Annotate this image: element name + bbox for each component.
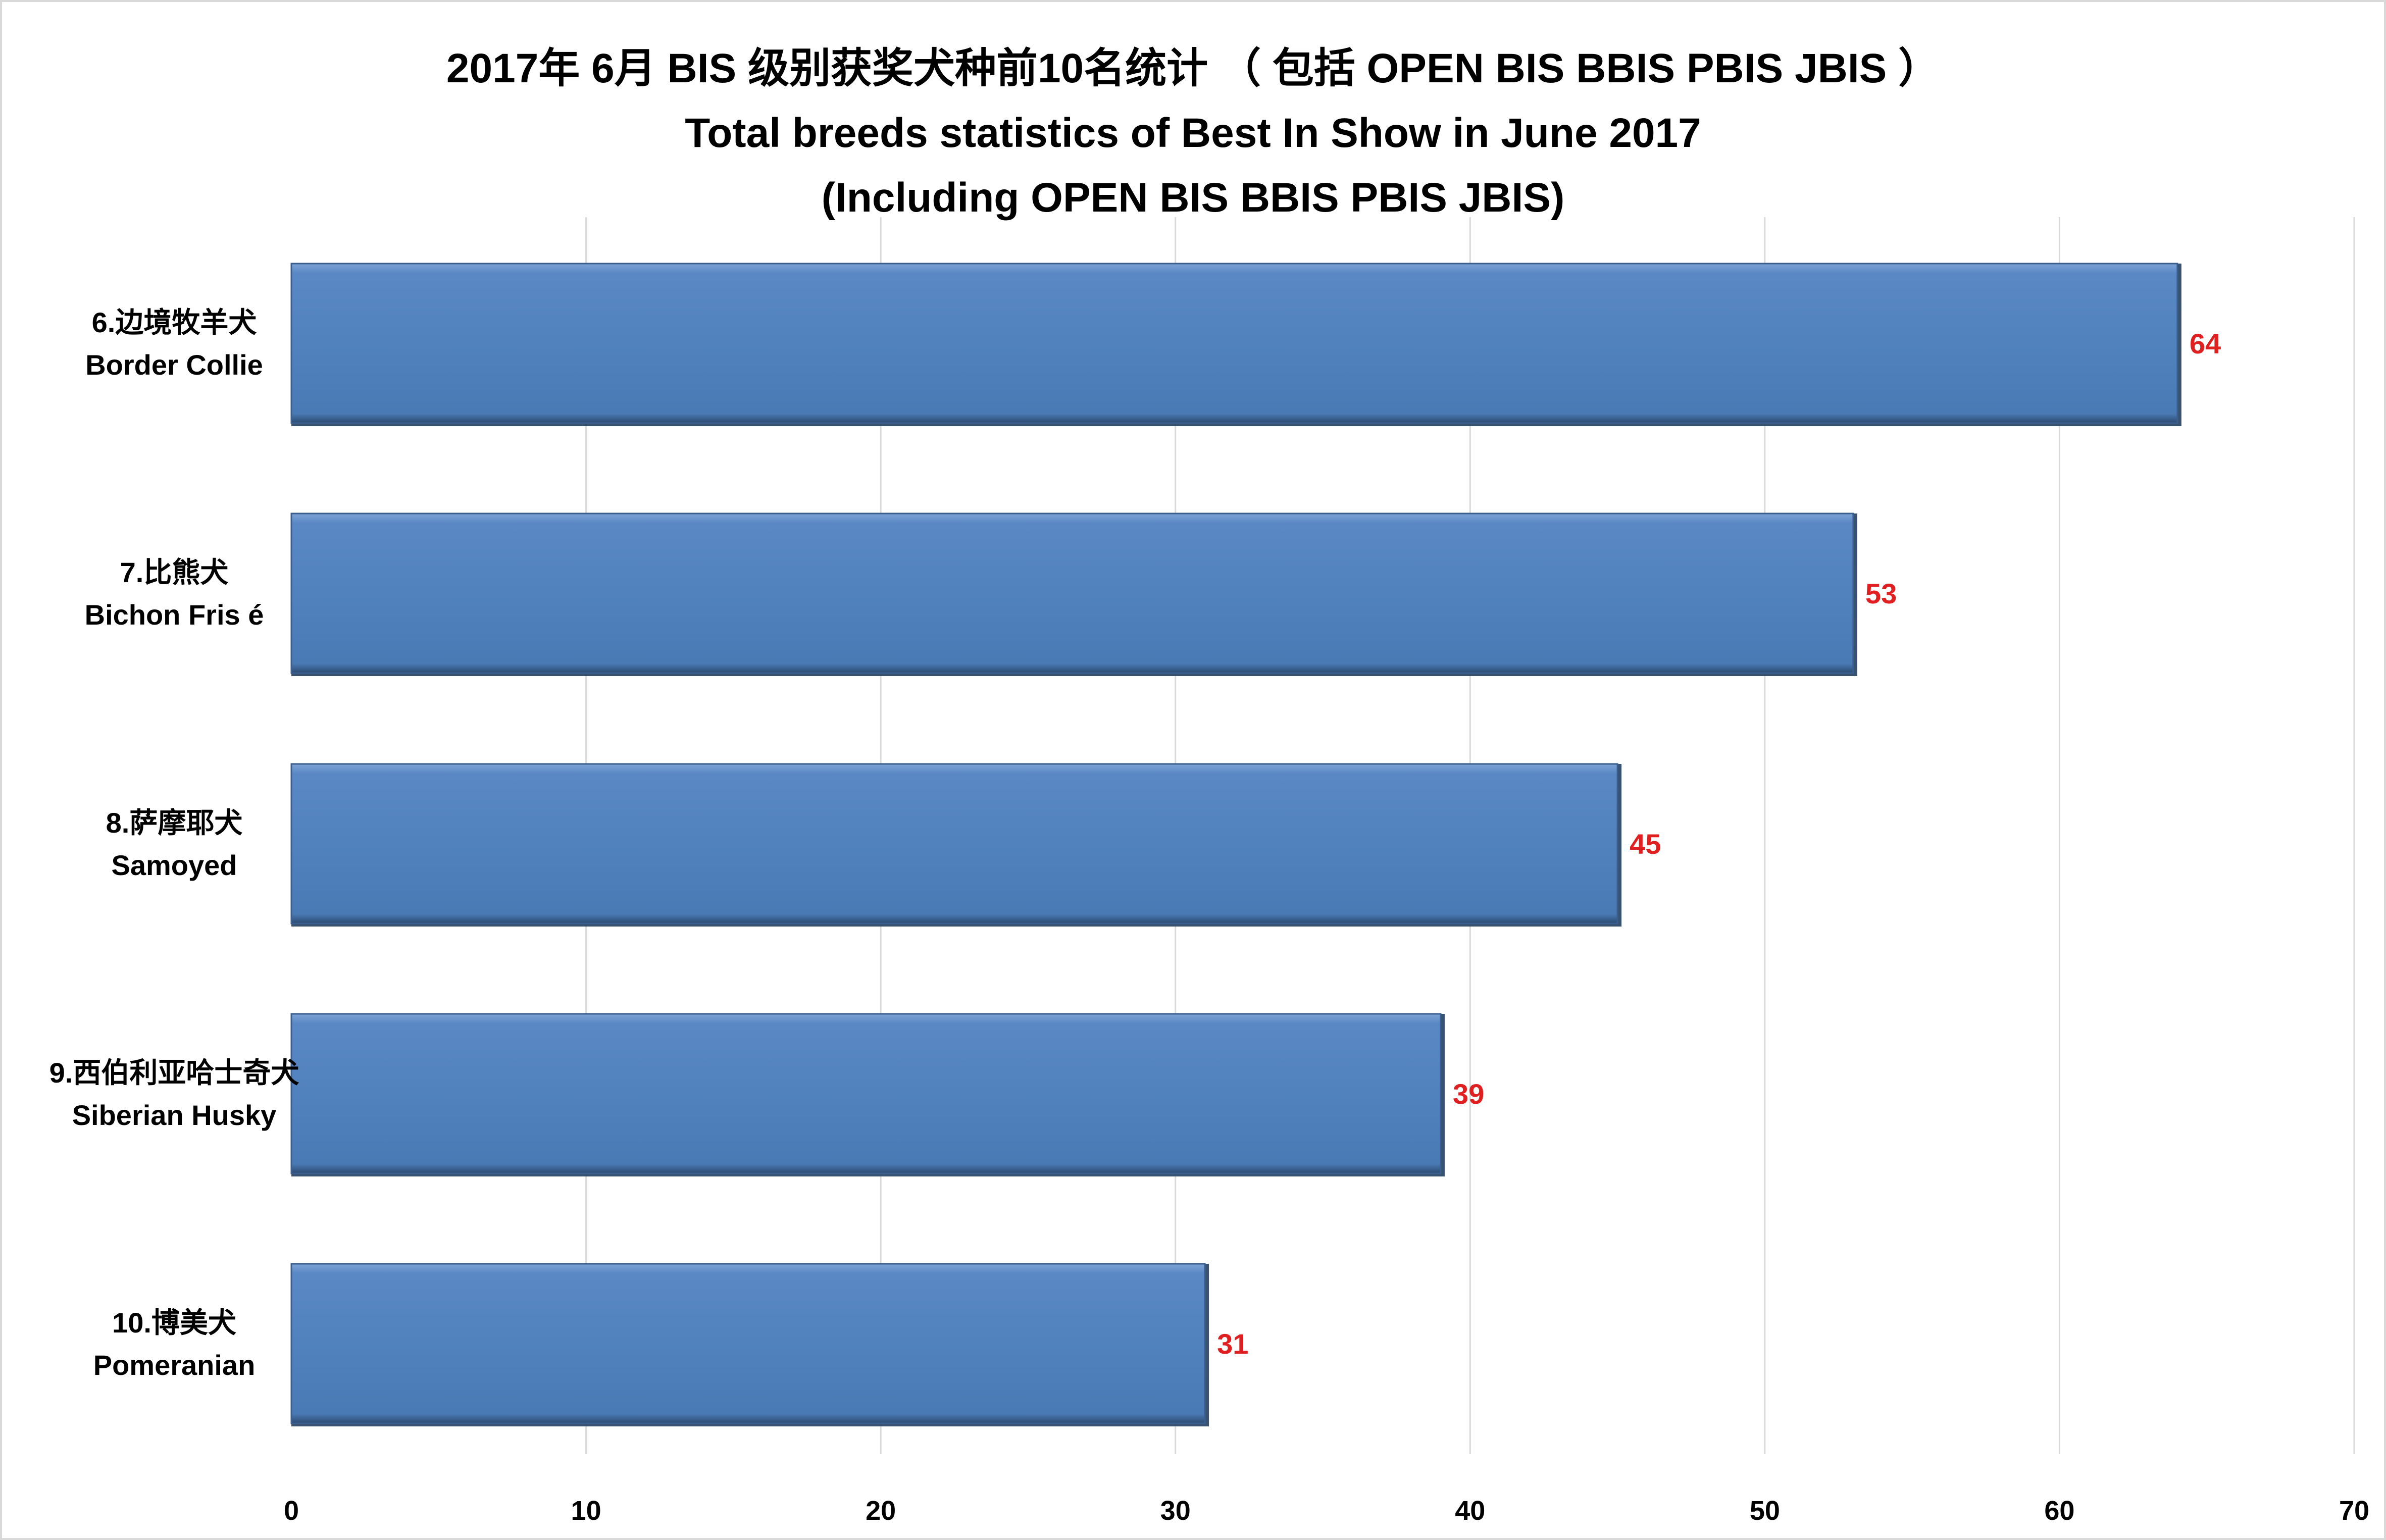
x-tick-label: 0 [284,1496,299,1526]
category-labels: 6.边境牧羊犬 Border Collie 7.比熊犬 Bichon Fris é 8.… [49,306,299,1381]
data-label: 45 [1630,828,1661,860]
bar [290,1013,1442,1174]
x-tick-label: 10 [571,1496,601,1526]
category-label: 7.比熊犬 [120,556,229,588]
category-label: Samoyed [112,849,237,881]
x-tick-label: 20 [866,1496,896,1526]
chart-title-line-1: 2017年 6月 BIS 级别获奖犬种前10名统计 （ 包括 OPEN BIS … [446,45,1940,91]
bar [290,1263,1206,1424]
bar [290,512,1854,674]
chart-title-line-2: Total breeds statistics of Best In Show … [685,110,1701,156]
x-tick-label: 60 [2044,1496,2074,1526]
x-axis-ticks: 0 10 20 30 40 50 60 70 [284,1496,2369,1526]
category-label: 8.萨摩耶犬 [106,807,243,839]
x-tick-label: 70 [2339,1496,2369,1526]
chart-title: 2017年 6月 BIS 级别获奖犬种前10名统计 （ 包括 OPEN BIS … [0,36,2386,230]
x-tick-label: 30 [1160,1496,1191,1526]
category-label: 9.西伯利亚哈士奇犬 [49,1057,299,1089]
data-labels: 64 53 45 39 31 [1217,328,2221,1360]
x-tick-label: 50 [1750,1496,1780,1526]
data-label: 31 [1217,1328,1248,1360]
category-label: 10.博美犬 [112,1307,236,1339]
data-label: 64 [2190,328,2221,360]
category-label: Border Collie [85,349,263,381]
data-label: 39 [1453,1078,1484,1110]
category-label: 6.边境牧羊犬 [92,306,257,338]
bars [290,263,2181,1426]
bar [290,763,1618,925]
chart-title-line-3: (Including OPEN BIS BBIS PBIS JBIS) [821,175,1565,221]
category-label: Bichon Fris é [85,599,264,631]
category-label: Pomeranian [93,1349,256,1381]
x-tick-label: 40 [1455,1496,1485,1526]
bar [290,263,2178,424]
category-label: Siberian Husky [72,1099,277,1131]
data-label: 53 [1865,578,1897,609]
